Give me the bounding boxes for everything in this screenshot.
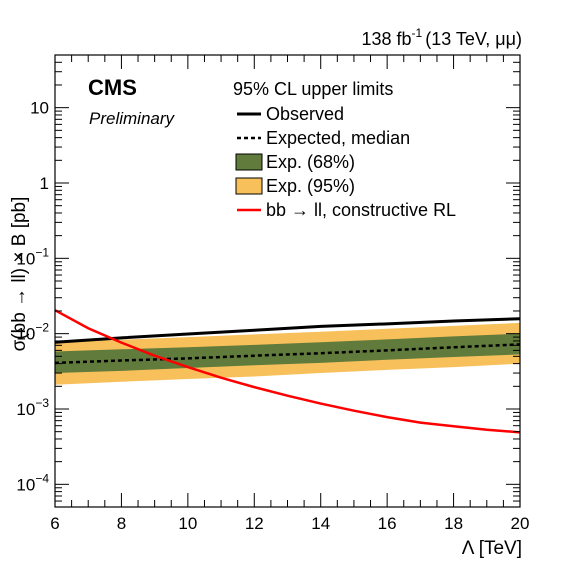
y-tick-label: 10−4 <box>16 471 49 494</box>
x-tick-label: 10 <box>178 514 197 533</box>
experiment-label: CMS <box>88 75 137 100</box>
x-tick-label: 8 <box>117 514 126 533</box>
lumi-exponent: -1 <box>412 26 423 40</box>
lumi-value: 138 fb <box>361 29 411 49</box>
y-tick-label: 10 <box>30 99 49 118</box>
y-tick-label: 10−2 <box>16 321 49 344</box>
y-axis-label: σ(bb → ll) × B [pb] <box>9 197 30 352</box>
legend-swatch-95 <box>235 177 263 195</box>
x-axis-label: Λ [TeV] <box>462 538 522 559</box>
y-tick-label: 10−1 <box>16 245 49 268</box>
theory-line <box>54 309 521 434</box>
x-tick-label: 6 <box>50 514 59 533</box>
legend-title: 95% CL upper limits <box>233 79 393 99</box>
status-label: Preliminary <box>89 109 176 128</box>
y-tick-label: 1 <box>40 174 49 193</box>
x-tick-label: 14 <box>311 514 330 533</box>
legend-entry-label: bb → ll, constructive RL <box>266 200 456 220</box>
x-tick-label: 16 <box>378 514 397 533</box>
x-tick-label: 20 <box>511 514 530 533</box>
legend-entry-label: Expected, median <box>266 128 410 148</box>
x-tick-label: 12 <box>245 514 264 533</box>
lumi-label: 138 fb-1 (13 TeV, μμ) <box>361 26 522 49</box>
legend-entry-label: Exp. (95%) <box>266 176 355 196</box>
legend-entry-label: Observed <box>266 104 344 124</box>
legend: 95% CL upper limits Observed Expected, me… <box>233 79 456 220</box>
expected-line <box>54 343 521 365</box>
y-tick-label: 10−3 <box>16 396 49 419</box>
limit-lines <box>54 309 521 434</box>
observed-line <box>54 317 521 344</box>
x-axis: 6 8 10 12 14 16 18 20 <box>50 55 529 533</box>
x-tick-label: 18 <box>444 514 463 533</box>
legend-swatch-68 <box>235 153 263 171</box>
legend-entry-label: Exp. (68%) <box>266 152 355 172</box>
y-axis: 10−4 10−3 10−2 10−1 1 10 <box>16 54 520 508</box>
lumi-condition: (13 TeV, μμ) <box>425 29 522 49</box>
